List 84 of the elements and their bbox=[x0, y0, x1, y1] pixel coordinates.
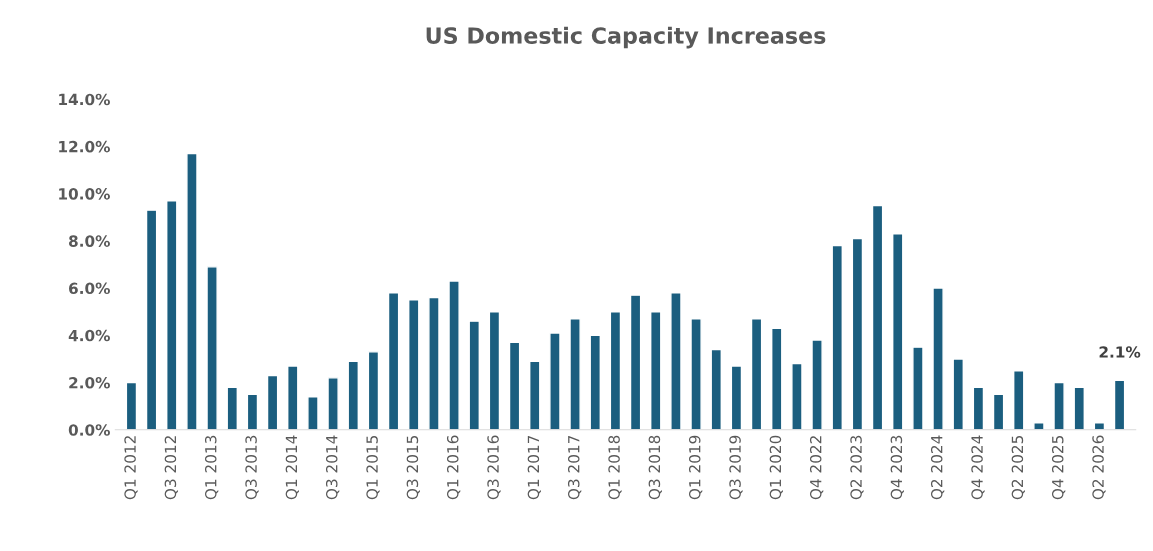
bar bbox=[851, 237, 864, 430]
bar bbox=[387, 292, 400, 430]
y-tick-label: 14.0% bbox=[59, 93, 110, 106]
x-tick-label: Q2 2023 bbox=[850, 435, 864, 500]
data-label: 2.1% bbox=[1099, 346, 1141, 358]
bar bbox=[166, 200, 178, 430]
x-tick-label: Q1 2020 bbox=[769, 435, 783, 500]
bar bbox=[508, 341, 521, 430]
x-tick-label: Q1 2015 bbox=[366, 435, 380, 500]
bar bbox=[529, 360, 541, 430]
y-tick-label: 12.0% bbox=[59, 140, 110, 153]
x-tick-label: Q4 2022 bbox=[809, 436, 824, 500]
x-tick-label: Q1 2013 bbox=[204, 435, 219, 500]
x-tick-label: Q3 2016 bbox=[487, 435, 501, 500]
y-tick-label: 4.0% bbox=[68, 329, 110, 342]
x-tick-label: Q1 2014 bbox=[285, 435, 299, 500]
bar bbox=[791, 362, 803, 430]
x-tick-label: Q3 2015 bbox=[406, 435, 420, 500]
bar bbox=[246, 393, 259, 430]
y-tick-label: 6.0% bbox=[69, 282, 110, 295]
bar bbox=[892, 233, 904, 430]
bar bbox=[1113, 379, 1126, 430]
y-tick-label: 2.0% bbox=[69, 377, 110, 389]
bar bbox=[307, 396, 319, 430]
bar bbox=[1013, 370, 1025, 430]
bar bbox=[145, 209, 158, 430]
x-tick-label: Q1 2017 bbox=[527, 435, 541, 500]
x-tick-label: Q3 2013 bbox=[245, 435, 259, 500]
bar bbox=[488, 311, 501, 430]
bar bbox=[186, 152, 198, 430]
x-tick-label: Q2 2024 bbox=[930, 435, 945, 500]
bar bbox=[750, 318, 763, 430]
bar bbox=[1053, 381, 1065, 430]
x-tick-label: Q4 2025 bbox=[1051, 435, 1066, 500]
bar bbox=[347, 360, 359, 430]
y-tick-label: 8.0% bbox=[69, 235, 110, 247]
x-tick-label: Q2 2025 bbox=[1011, 435, 1025, 500]
bar bbox=[912, 346, 924, 430]
bar bbox=[811, 339, 823, 430]
bar bbox=[367, 351, 380, 430]
bar bbox=[771, 327, 783, 430]
x-tick-label: Q1 2019 bbox=[688, 435, 703, 500]
bar bbox=[730, 365, 743, 430]
x-tick-label: Q4 2024 bbox=[971, 435, 985, 500]
bar bbox=[1033, 422, 1045, 430]
bar bbox=[932, 287, 944, 430]
x-tick-label: Q1 2018 bbox=[608, 435, 622, 500]
x-tick-label: Q2 2026 bbox=[1092, 435, 1106, 500]
bar bbox=[266, 374, 279, 430]
x-tick-label: Q1 2016 bbox=[446, 435, 461, 500]
bar bbox=[670, 292, 682, 430]
chart-title: US Domestic Capacity Increases bbox=[426, 26, 826, 49]
x-tick-label: Q3 2012 bbox=[164, 436, 178, 500]
bar bbox=[226, 386, 238, 430]
bar bbox=[952, 358, 964, 430]
bar bbox=[549, 332, 561, 430]
x-tick-label: Q3 2018 bbox=[648, 435, 662, 500]
bar bbox=[408, 299, 420, 430]
x-tick-label: Q1 2012 bbox=[124, 436, 138, 500]
bar bbox=[468, 320, 480, 430]
bar bbox=[710, 348, 722, 430]
bar bbox=[992, 393, 1005, 430]
bar bbox=[629, 294, 642, 430]
bar bbox=[569, 318, 581, 430]
x-tick-label: Q3 2019 bbox=[729, 435, 743, 500]
bar bbox=[448, 280, 460, 430]
bar bbox=[428, 296, 440, 430]
bar bbox=[831, 244, 843, 430]
bar bbox=[690, 318, 702, 430]
y-tick-label: 0.0% bbox=[68, 424, 110, 436]
bar bbox=[287, 365, 299, 430]
bar bbox=[125, 381, 138, 430]
bar bbox=[589, 334, 601, 430]
bar bbox=[327, 377, 339, 430]
x-tick-label: Q3 2014 bbox=[325, 435, 340, 500]
x-tick-label: Q3 2017 bbox=[567, 435, 582, 500]
bar bbox=[650, 311, 662, 430]
bar bbox=[206, 266, 218, 430]
y-tick-label: 10.0% bbox=[59, 188, 110, 200]
bar bbox=[972, 386, 985, 430]
bar bbox=[871, 204, 884, 430]
x-tick-label: Q4 2023 bbox=[890, 435, 904, 500]
bar bbox=[609, 311, 622, 430]
bar bbox=[1073, 386, 1085, 430]
